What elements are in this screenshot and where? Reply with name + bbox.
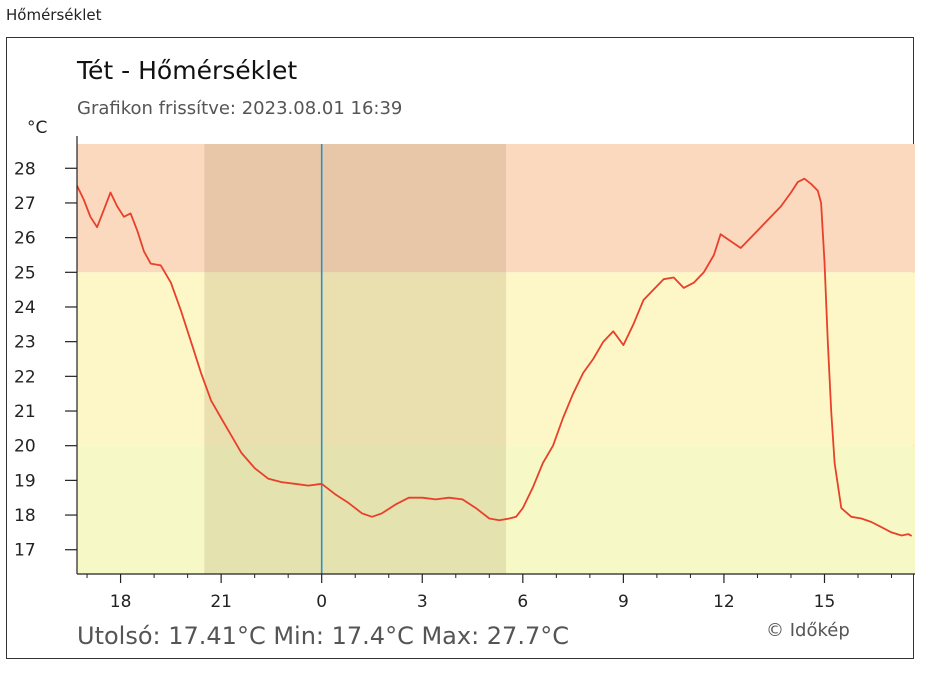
y-tick-label-17: 17: [14, 541, 36, 561]
chart-frame: 17 18 19 20 21 22 23 24 25 26 27 28 18 21 0 3 6 9 12 15 Tét…: [6, 37, 915, 659]
chart-subtitle: Grafikon frissítve: 2023.08.01 16:39: [77, 98, 402, 119]
temperature-zones: [77, 144, 915, 574]
y-tick-label-22: 22: [14, 367, 36, 387]
x-tick-label-3: 3: [417, 592, 428, 612]
night-band: [204, 144, 507, 574]
stats-readout: Utolsó: 17.41°C Min: 17.4°C Max: 27.7°C: [77, 622, 569, 650]
zone-1: [77, 272, 915, 446]
y-tick-label-18: 18: [14, 506, 36, 526]
y-tick-label-28: 28: [14, 159, 36, 179]
x-tick-label-21: 21: [210, 592, 232, 612]
x-tick-label-9: 9: [618, 592, 629, 612]
chart-caption: Hőmérséklet: [6, 6, 102, 24]
x-tick-label-6: 6: [517, 592, 528, 612]
y-tick-label-20: 20: [14, 437, 36, 457]
x-tick-label-12: 12: [713, 592, 735, 612]
series-layer: [76, 177, 913, 537]
night-band-rect: [204, 144, 507, 574]
y-tick-label-21: 21: [14, 402, 36, 422]
y-tick-label-24: 24: [14, 298, 36, 318]
y-tick-label-26: 26: [14, 229, 36, 249]
temperature-chart: 17 18 19 20 21 22 23 24 25 26 27 28 18 21 0 3 6 9 12 15 Tét…: [14, 56, 915, 650]
y-tick-label-27: 27: [14, 194, 36, 214]
y-tick-label-25: 25: [14, 263, 36, 283]
zone-0: [77, 144, 915, 273]
chart-title: Tét - Hőmérséklet: [76, 56, 297, 85]
y-tick-label-23: 23: [14, 333, 36, 353]
credit-label: © Időkép: [766, 620, 850, 641]
zone-2: [77, 445, 915, 574]
axes: 17 18 19 20 21 22 23 24 25 26 27 28 18 21 0 3 6 9 12 15: [14, 136, 915, 612]
x-tick-label-15: 15: [814, 592, 836, 612]
x-tick-label-0: 0: [316, 592, 327, 612]
x-tick-label-18: 18: [110, 592, 132, 612]
temperature-series-line-0: [76, 177, 913, 537]
y-axis-unit-label: °C: [27, 118, 47, 138]
y-tick-label-19: 19: [14, 471, 36, 491]
